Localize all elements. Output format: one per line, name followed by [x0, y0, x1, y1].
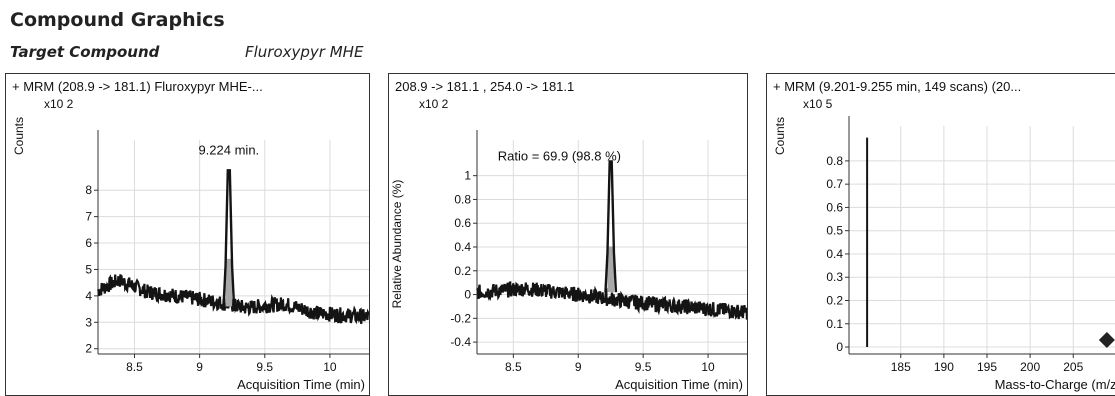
y-tick-label: 0.7	[826, 177, 843, 191]
peak-line	[222, 169, 236, 307]
y-tick-label: 0.1	[826, 317, 843, 331]
annotation-text: 9.224 min.	[198, 143, 259, 158]
x-tick-label: 10	[701, 360, 715, 374]
x-tick-label: 185	[891, 360, 911, 374]
x-tick-label: 10	[323, 360, 337, 374]
y-axis-label: Counts	[12, 117, 26, 155]
x-tick-label: 205	[1063, 360, 1083, 374]
x-tick-label: 195	[977, 360, 997, 374]
y-tick-label: 1	[464, 169, 471, 183]
y-tick-label: 0.2	[826, 293, 843, 307]
y-tick-label: 2	[85, 342, 92, 356]
trace-line	[96, 274, 369, 325]
y-tick-label: 0.5	[826, 224, 843, 238]
ratio-panel[interactable]: 208.9 -> 181.1 , 254.0 -> 181.1 -0.4 -0.2 0…	[388, 73, 748, 396]
y-tick-label: 6	[85, 236, 92, 250]
y-tick-label: 0.8	[826, 154, 843, 168]
target-compound-label: Target Compound	[10, 43, 160, 61]
peak-fill	[607, 246, 614, 293]
peak-fill	[225, 258, 233, 307]
y-tick-label: 0.6	[454, 216, 471, 230]
chart-title: + MRM (208.9 -> 181.1) Fluroxypyr MHE-..…	[12, 79, 263, 94]
y-multiplier: x10 2	[44, 97, 74, 111]
y-tick-label: 0	[464, 288, 471, 302]
x-axis-label: Mass-to-Charge (m/z)	[995, 377, 1115, 392]
y-tick-label: 7	[85, 210, 92, 224]
y-tick-label: 4	[85, 289, 92, 303]
x-tick-label: 8.5	[505, 360, 522, 374]
chromatogram-panel[interactable]: + MRM (208.9 -> 181.1) Fluroxypyr MHE-..…	[5, 73, 370, 396]
x-axis-label: Acquisition Time (min)	[237, 377, 365, 392]
y-tick-label: 0.4	[454, 240, 471, 254]
y-tick-label: -0.4	[450, 335, 471, 349]
annotation-text: Ratio = 69.9 (98.8 %)	[498, 149, 621, 164]
peak-line	[604, 160, 618, 293]
y-tick-label: 0.8	[454, 192, 471, 206]
x-tick-label: 9.5	[256, 360, 273, 374]
y-tick-label: 0.2	[454, 264, 471, 278]
y-multiplier: x10 2	[419, 97, 449, 111]
y-tick-label: 3	[85, 315, 92, 329]
y-tick-label: 8	[85, 183, 92, 197]
x-tick-label: 9	[575, 360, 582, 374]
x-tick-label: 9	[196, 360, 203, 374]
chart-title: + MRM (9.201-9.255 min, 149 scans) (20..…	[773, 79, 1021, 94]
x-tick-label: 9.5	[635, 360, 652, 374]
x-axis-label: Acquisition Time (min)	[615, 377, 743, 392]
x-tick-label: 200	[1020, 360, 1040, 374]
section-title: Compound Graphics	[10, 9, 225, 31]
chromatogram-chart: + MRM (208.9 -> 181.1) Fluroxypyr MHE-..…	[12, 79, 369, 392]
y-tick-label: 5	[85, 262, 92, 276]
x-tick-label: 190	[934, 360, 954, 374]
y-multiplier: x10 5	[803, 97, 833, 111]
chart-title: 208.9 -> 181.1 , 254.0 -> 181.1	[395, 79, 574, 94]
ratio-chart: 208.9 -> 181.1 , 254.0 -> 181.1 -0.4 -0.2 0…	[390, 79, 747, 392]
y-tick-label: 0	[836, 340, 843, 354]
y-tick-label: 0.3	[826, 270, 843, 284]
spectrum-panel[interactable]: + MRM (9.201-9.255 min, 149 scans) (20..…	[766, 73, 1115, 396]
trace-line	[476, 281, 747, 320]
y-axis-label: Counts	[773, 117, 787, 155]
target-compound-value: Fluroxypyr MHE	[245, 43, 364, 61]
y-tick-label: -0.2	[450, 311, 471, 325]
precursor-diamond-marker	[1098, 332, 1115, 349]
spectrum-chart: + MRM (9.201-9.255 min, 149 scans) (20..…	[773, 79, 1115, 392]
y-axis-label: Relative Abundance (%)	[390, 180, 404, 309]
x-tick-label: 8.5	[126, 360, 143, 374]
y-tick-label: 0.6	[826, 200, 843, 214]
y-tick-label: 0.4	[826, 247, 843, 261]
